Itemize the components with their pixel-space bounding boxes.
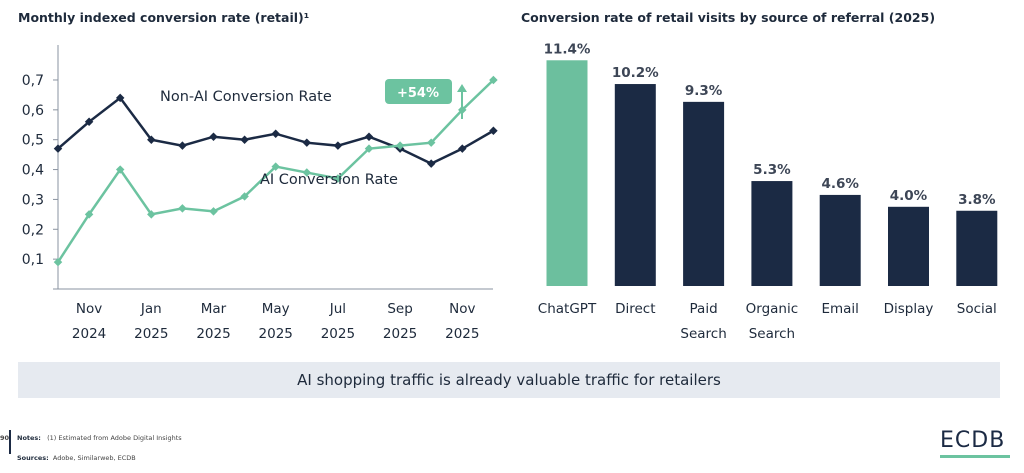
notes-label: Notes:: [17, 434, 41, 442]
x-tick-label: 2024: [72, 326, 106, 342]
notes-text: (1) Estimated from Adobe Digital Insight…: [47, 434, 182, 442]
data-point: [271, 129, 280, 138]
series-label-ai: AI Conversion Rate: [260, 172, 398, 188]
category-label: Search: [749, 326, 795, 342]
category-label: Organic: [746, 301, 799, 317]
series-label-non-ai: Non-AI Conversion Rate: [160, 89, 332, 105]
x-tick-label: Mar: [201, 301, 227, 317]
x-tick-label: 2025: [134, 326, 168, 342]
bar: [888, 206, 929, 286]
y-tick-label: 0,3: [22, 192, 44, 208]
data-point: [302, 168, 312, 177]
bar-chart-title: Conversion rate of retail visits by sour…: [521, 10, 936, 25]
data-point: [364, 132, 374, 141]
sources: Sources: Adobe, Similarweb, ECDB: [17, 454, 136, 462]
sources-text: Adobe, Similarweb, ECDB: [52, 454, 136, 462]
bar: [819, 194, 861, 286]
data-point: [395, 141, 405, 150]
x-tick-label: 2025: [445, 326, 479, 342]
data-point: [271, 162, 280, 171]
data-point: [147, 135, 156, 144]
bar: [751, 181, 793, 286]
data-label: 5.3%: [753, 162, 791, 178]
data-point: [333, 141, 343, 150]
category-label: Paid: [690, 301, 718, 317]
category-label: ChatGPT: [538, 301, 597, 317]
data-point: [364, 144, 374, 153]
category-label: Search: [680, 326, 726, 342]
ecdb-logo: ECDB: [940, 428, 1006, 453]
x-tick-label: 2025: [196, 326, 230, 342]
category-label: Social: [957, 301, 997, 317]
x-tick-label: Nov: [449, 301, 475, 317]
data-point: [240, 192, 249, 201]
bar-chart: 11.4% ChatGPT 10.2% Direct 9.3% Paid Search 5.3…: [538, 41, 998, 342]
x-tick-label: Jan: [140, 301, 162, 317]
data-label: 4.0%: [890, 188, 928, 204]
data-point: [302, 138, 312, 147]
data-point: [426, 138, 436, 147]
annotation-arrowhead: [457, 84, 467, 92]
category-label: Display: [884, 301, 934, 317]
data-label: 11.4%: [544, 41, 591, 57]
footer-divider: [9, 430, 11, 454]
x-tick-label: May: [262, 301, 290, 317]
bar: [683, 101, 725, 286]
data-point: [458, 144, 467, 153]
line-chart: 0,1 0,2 0,3 0,4 0,5 0,6 0,7 Nov 2024 Jan 2025 Mar 20…: [22, 45, 498, 342]
line-chart-title: Monthly indexed conversion rate (retail)…: [18, 10, 310, 25]
y-tick-label: 0,5: [22, 133, 44, 149]
data-point: [115, 93, 125, 103]
x-tick-label: Nov: [76, 301, 102, 317]
x-tick-label: 2025: [259, 326, 293, 342]
y-tick-label: 0,6: [22, 103, 44, 119]
y-tick-label: 0,7: [22, 73, 44, 89]
x-tick-label: 2025: [321, 326, 355, 342]
category-label: Direct: [615, 301, 655, 317]
data-point: [178, 204, 187, 213]
data-point: [53, 257, 63, 267]
data-point: [426, 159, 436, 168]
y-tick-label: 0,2: [22, 222, 44, 238]
data-point: [240, 135, 249, 144]
annotation-box: [385, 79, 452, 104]
summary-banner: AI shopping traffic is already valuable …: [18, 362, 1000, 398]
data-point: [209, 132, 218, 141]
x-tick-label: Jul: [329, 301, 346, 317]
notes: Notes: (1) Estimated from Adobe Digital …: [17, 434, 182, 442]
x-tick-label: Sep: [387, 301, 412, 317]
bar: [956, 210, 998, 286]
sources-label: Sources:: [17, 454, 49, 462]
data-label: 9.3%: [685, 83, 723, 99]
y-tick-label: 0,4: [22, 163, 44, 179]
category-label: Email: [821, 301, 858, 317]
data-point: [178, 141, 187, 150]
y-tick-label: 0,1: [22, 252, 44, 268]
data-label: 3.8%: [958, 192, 996, 208]
data-point: [53, 144, 63, 153]
annotation-label: +54%: [397, 86, 439, 101]
data-point: [84, 210, 94, 219]
logo-underline: [940, 455, 1010, 458]
data-point: [147, 210, 156, 219]
bar: [546, 60, 588, 286]
data-label: 10.2%: [612, 65, 659, 81]
data-label: 4.6%: [821, 176, 859, 192]
data-point: [115, 165, 125, 174]
bar: [614, 84, 656, 286]
data-point: [489, 75, 498, 85]
page-number: 90: [0, 434, 10, 442]
data-point: [84, 117, 94, 127]
data-point: [209, 207, 218, 216]
x-tick-label: 2025: [383, 326, 417, 342]
data-point: [333, 174, 343, 183]
